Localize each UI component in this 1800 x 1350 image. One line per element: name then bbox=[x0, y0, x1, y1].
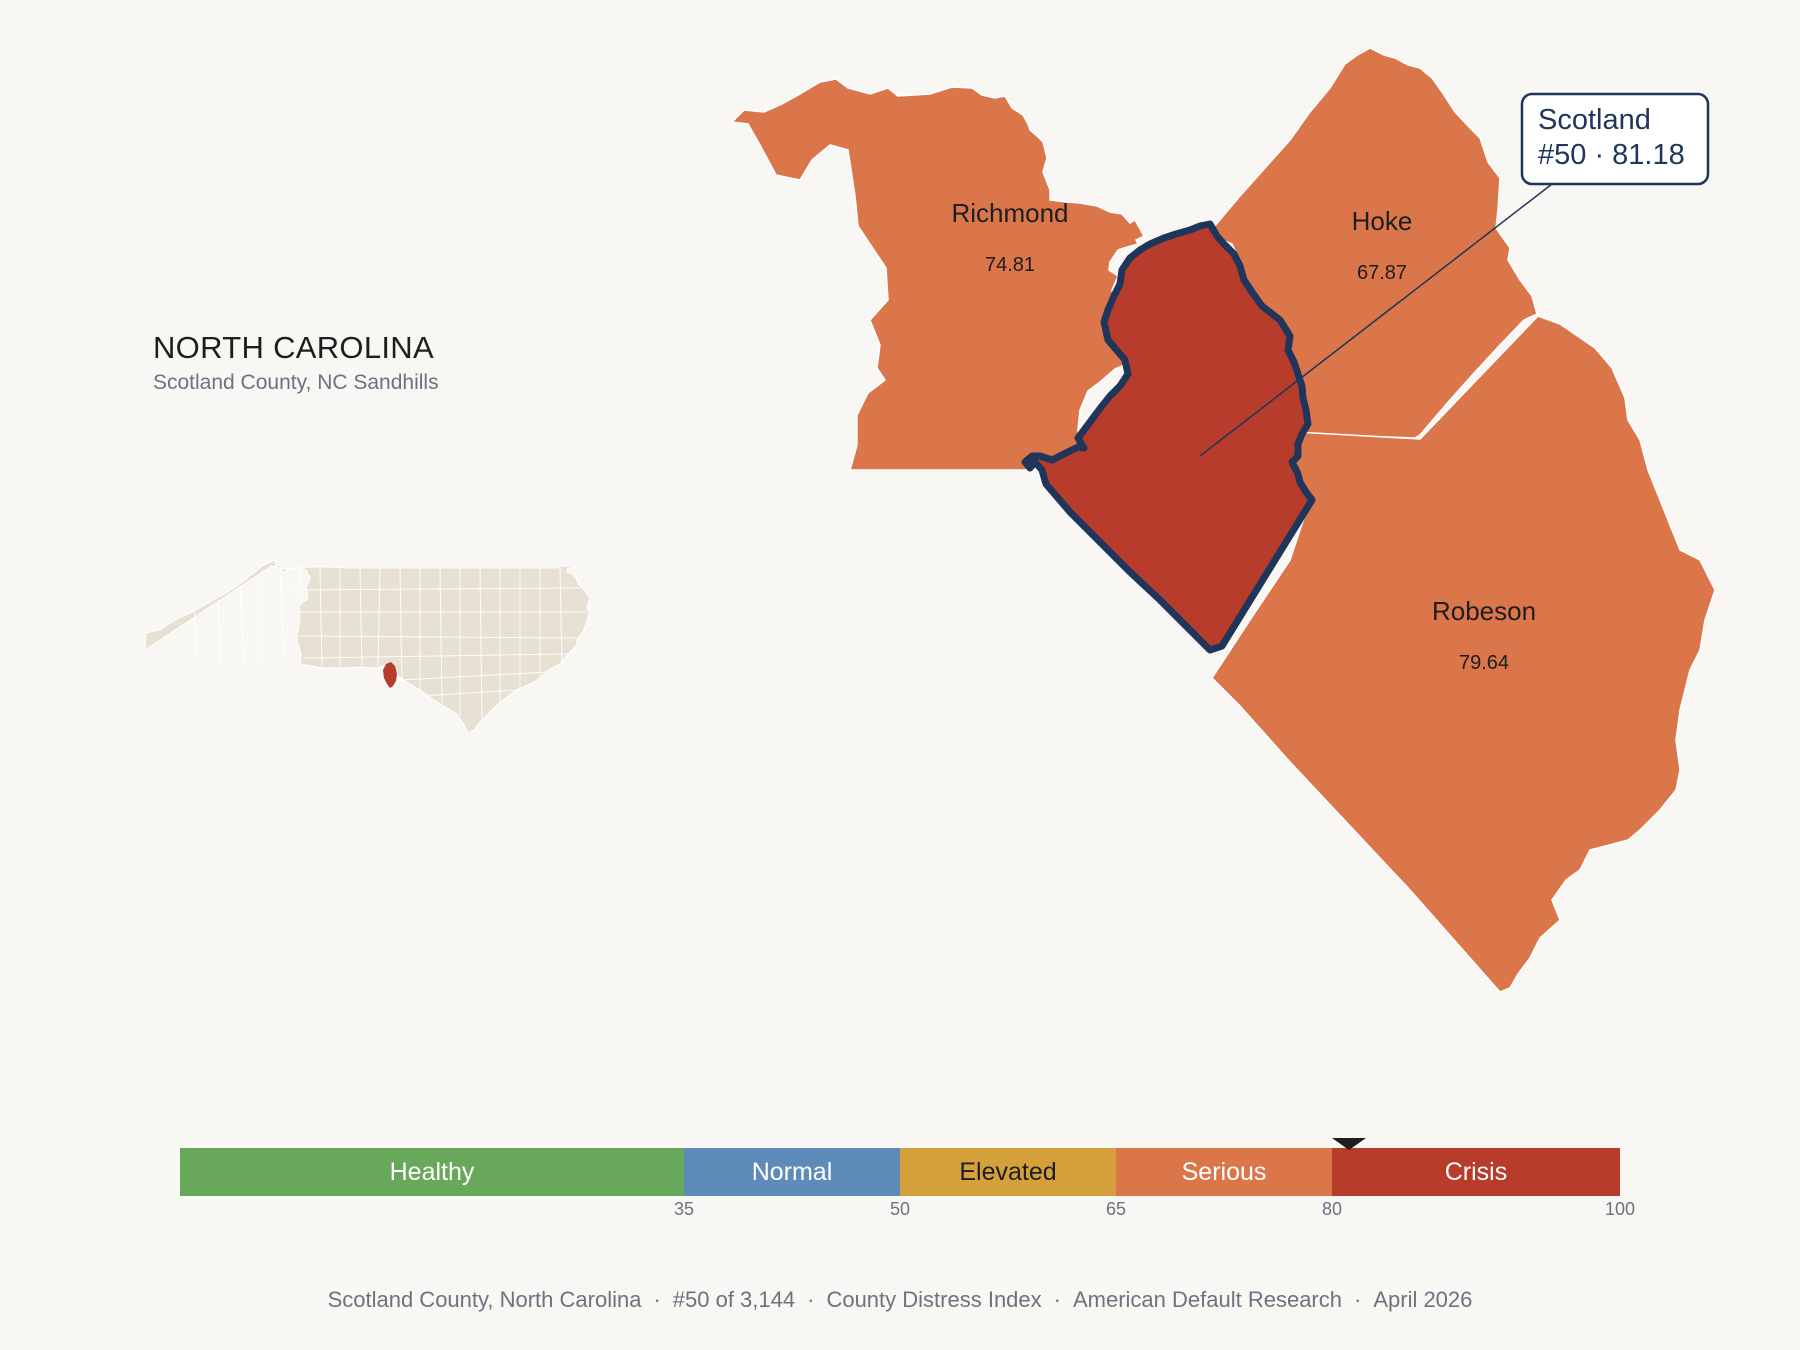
footer-credits: Scotland County, North Carolina · #50 of 3… bbox=[327, 1287, 1473, 1312]
state-subtitle: Scotland County, NC Sandhills bbox=[153, 371, 439, 394]
scale-band-label-healthy: Healthy bbox=[390, 1158, 475, 1186]
scale-band-normal bbox=[684, 1148, 900, 1196]
county-value-richmond: 74.81 bbox=[985, 254, 1035, 276]
scale-tick-label: 65 bbox=[1106, 1199, 1126, 1219]
nc-locator-map bbox=[144, 559, 591, 734]
callout-name: Scotland bbox=[1538, 104, 1651, 136]
scale-band-serious bbox=[1116, 1148, 1332, 1196]
county-richmond[interactable] bbox=[730, 78, 1146, 471]
scale-band-label-elevated: Elevated bbox=[959, 1158, 1056, 1186]
scale-band-label-serious: Serious bbox=[1182, 1158, 1267, 1186]
footer-rank: #50 of 3,144 bbox=[672, 1287, 796, 1312]
distress-scale-legend: Healthy Normal Elevated Serious Crisis 35 50 65… bbox=[180, 1138, 1635, 1219]
county-label-richmond: Richmond bbox=[951, 198, 1068, 228]
callout-box bbox=[1520, 92, 1710, 186]
scale-band-label-normal: Normal bbox=[752, 1158, 833, 1186]
state-title: NORTH CAROLINA bbox=[153, 330, 434, 365]
nc-state-shape bbox=[144, 559, 591, 734]
scale-tick-label: 50 bbox=[890, 1199, 910, 1219]
scale-tick-label: 100 bbox=[1605, 1199, 1635, 1219]
scale-tick-label: 80 bbox=[1322, 1199, 1342, 1219]
callout-rank-value: #50 · 81.18 bbox=[1538, 139, 1685, 171]
scotland-callout: Scotland #50 · 81.18 bbox=[1520, 92, 1710, 186]
county-value-robeson: 79.64 bbox=[1459, 652, 1509, 674]
county-value-hoke: 67.87 bbox=[1357, 262, 1407, 284]
scale-band-crisis bbox=[1332, 1148, 1620, 1196]
county-map: Richmond 74.81 Hoke 67.87 Robeson 79.64 bbox=[730, 47, 1716, 993]
county-robeson[interactable] bbox=[1211, 315, 1716, 993]
footer-index: County Distress Index bbox=[826, 1287, 1042, 1312]
scale-band-label-crisis: Crisis bbox=[1445, 1158, 1508, 1186]
nc-county-lines bbox=[194, 567, 586, 723]
callout-leader-line bbox=[1199, 183, 1553, 457]
scale-tick-label: 35 bbox=[674, 1199, 694, 1219]
footer-org: American Default Research bbox=[1072, 1287, 1342, 1312]
footer-date: April 2026 bbox=[1373, 1287, 1473, 1312]
scale-band-elevated bbox=[900, 1148, 1116, 1196]
footer-county: Scotland County, North Carolina bbox=[327, 1287, 642, 1312]
scale-marker-icon bbox=[1331, 1138, 1366, 1150]
county-label-hoke: Hoke bbox=[1352, 206, 1413, 236]
county-label-robeson: Robeson bbox=[1432, 596, 1536, 626]
county-scotland[interactable] bbox=[1021, 220, 1316, 654]
scale-band-healthy bbox=[180, 1148, 684, 1196]
nc-scotland-locator bbox=[383, 662, 397, 688]
